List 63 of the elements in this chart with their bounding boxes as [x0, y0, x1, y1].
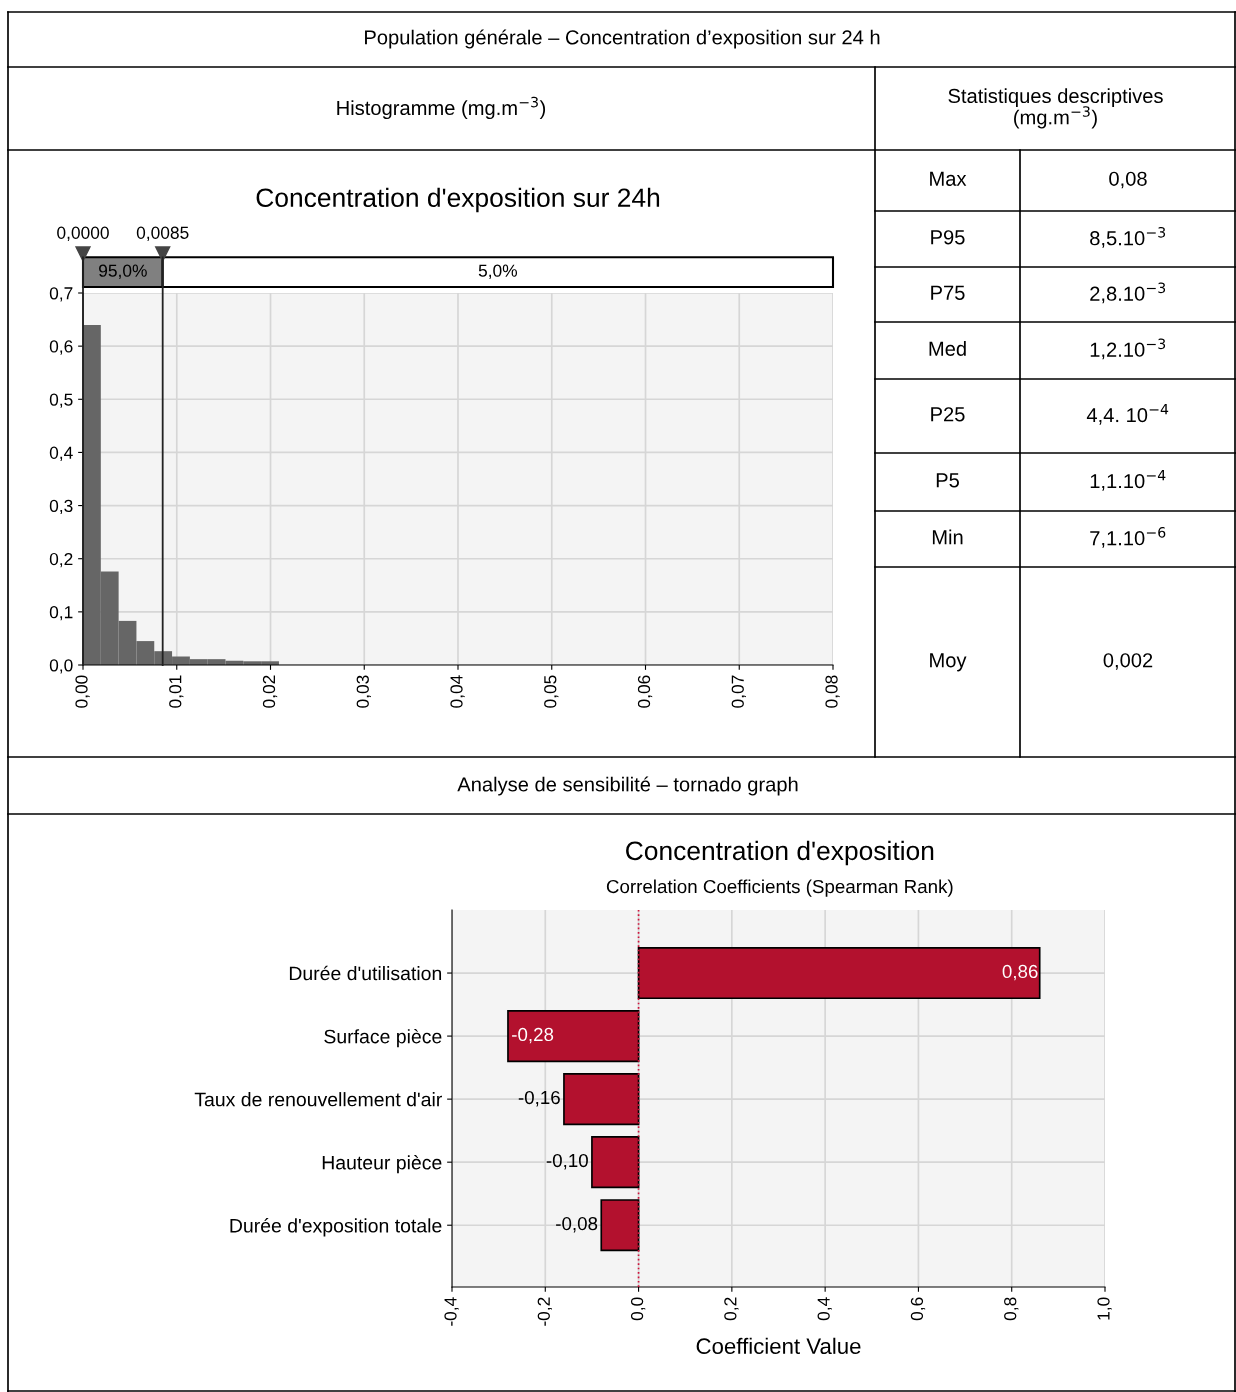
data-label: 0,86	[1002, 964, 1038, 981]
text: 0,08	[1109, 171, 1147, 189]
text: Min	[932, 529, 963, 545]
x-tick-label: 0,00	[75, 675, 90, 708]
y-tick-label: Durée d'exposition totale	[230, 1218, 442, 1237]
text: 95,0%	[99, 264, 147, 279]
text: Statistiques descriptives (mg.m$^{−3}$)	[948, 88, 1163, 129]
x-tick-label: 1,0	[1097, 1297, 1112, 1320]
x-tick-label: 0,0	[630, 1297, 646, 1321]
text: Analyse de sensibilité – tornado graph	[457, 776, 798, 796]
x-tick-label: 0,2	[724, 1297, 739, 1321]
y-tick-label: 0,7	[49, 287, 73, 302]
data-label: -0,16	[518, 1090, 560, 1107]
text: 1,2.10$^{−3}$	[1090, 338, 1166, 360]
data-label: -0,08	[556, 1216, 598, 1233]
ref-line-label: 0,0085	[136, 226, 189, 241]
x-tick-label: 0,08	[825, 675, 840, 708]
text: P25	[931, 407, 965, 422]
y-tick-label: 0,6	[49, 340, 73, 355]
text: Moy	[930, 653, 967, 672]
y-tick-label: Durée d'utilisation	[289, 965, 442, 981]
x-tick-label: 0,8	[1004, 1297, 1019, 1321]
y-tick-label: Hauteur pièce	[322, 1155, 442, 1174]
x-tick-label: 0,05	[544, 675, 559, 708]
x-tick-label: -0,4	[444, 1297, 459, 1326]
text: 0,002	[1103, 653, 1153, 670]
x-tick-label: -0,2	[537, 1297, 552, 1326]
y-tick-label: 0,5	[49, 393, 73, 408]
x-tick-label: 0,01	[169, 675, 184, 708]
text: 1,1.10$^{−4}$	[1090, 470, 1166, 491]
text: 2,8.10$^{−3}$	[1090, 282, 1166, 304]
text: 7,1.10$^{−6}$	[1090, 526, 1166, 548]
y-tick-label: 0,0	[49, 659, 73, 674]
data-label: -0,10	[546, 1153, 588, 1170]
x-tick-label: 0,04	[450, 675, 465, 708]
y-tick-label: 0,4	[49, 446, 73, 461]
x-axis-title: Coefficient Value	[696, 1337, 861, 1355]
text: P75	[931, 285, 965, 300]
chart-title: Concentration d'exposition	[626, 840, 934, 866]
text: 8,5.10$^{−3}$	[1090, 226, 1166, 248]
x-tick-label: 0,06	[637, 675, 653, 708]
chart-title: Concentration d'exposition sur 24h	[256, 187, 660, 213]
x-tick-label: 0,6	[910, 1297, 926, 1321]
text: 5,0%	[478, 264, 518, 279]
x-tick-label: 0,4	[817, 1297, 832, 1321]
y-tick-label: 0,1	[49, 606, 73, 621]
text: Max	[930, 171, 967, 186]
text: Med	[929, 341, 966, 356]
y-tick-label: Taux de renouvellement d'air	[194, 1092, 442, 1107]
x-tick-label: 0,07	[731, 675, 746, 708]
y-tick-label: Surface pièce	[324, 1028, 442, 1048]
text: 4,4. 10$^{−4}$	[1086, 404, 1169, 425]
chart-subtitle: Correlation Coefficients (Spearman Rank)	[606, 879, 953, 897]
y-tick-label: 0,3	[49, 499, 73, 515]
data-label: -0,28	[512, 1027, 554, 1044]
text: P5	[936, 473, 959, 488]
x-tick-label: 0,02	[262, 675, 278, 708]
text: P95	[931, 230, 965, 245]
ref-line-label: 0,0000	[57, 226, 109, 241]
text: Histogramme (mg.m$^{−3}$)	[337, 96, 546, 120]
y-tick-label: 0,2	[49, 552, 73, 568]
x-tick-label: 0,03	[356, 675, 371, 708]
text: Population générale – Concentration d’exposition sur 24 h	[365, 29, 880, 49]
